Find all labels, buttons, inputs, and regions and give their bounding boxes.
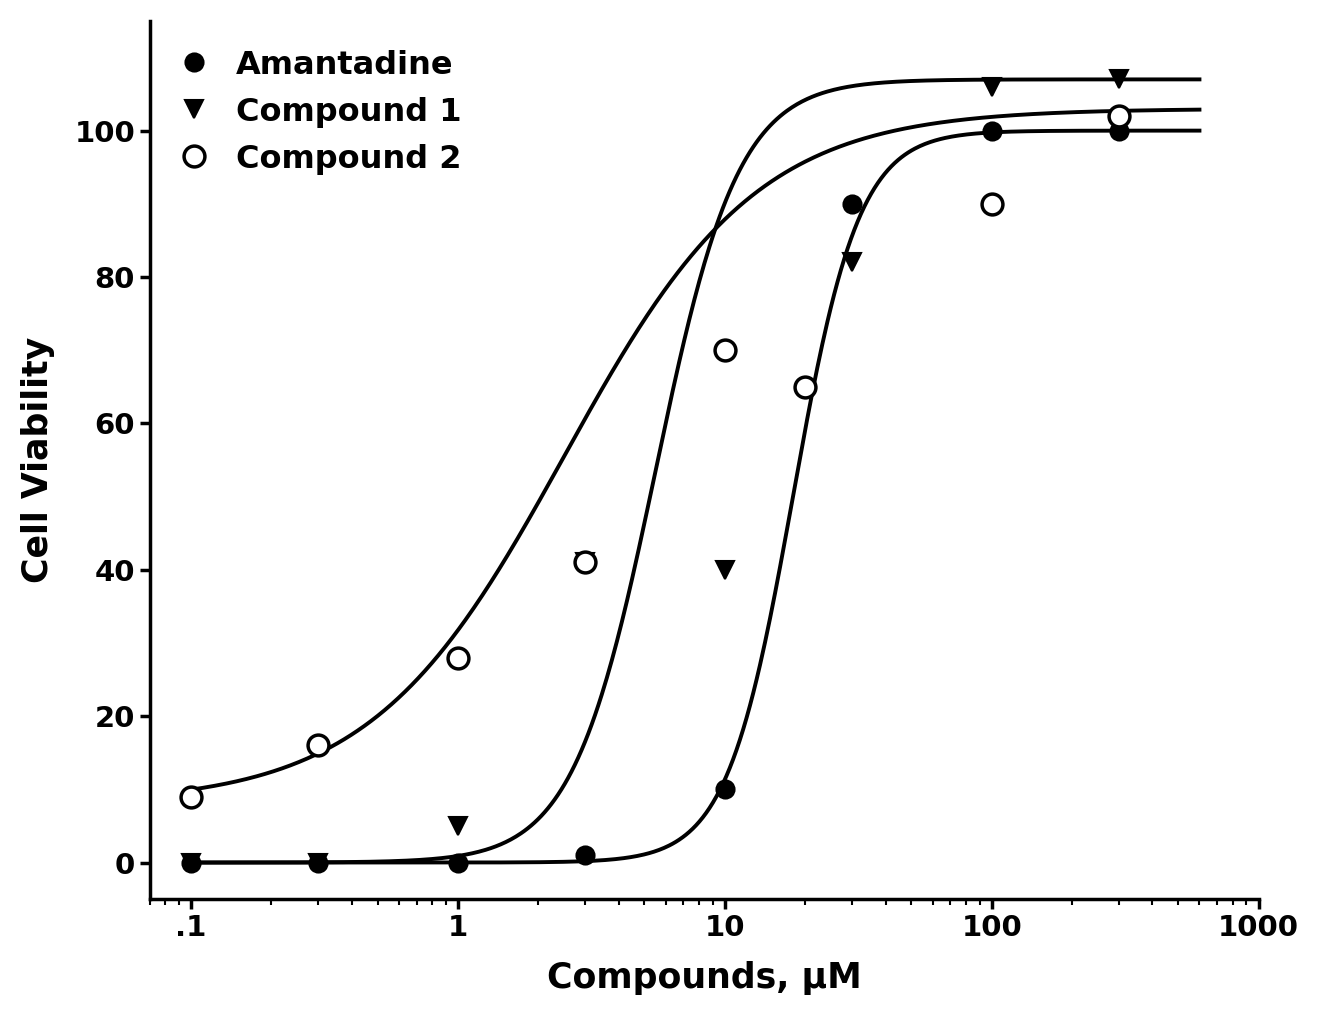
Line: Amantadine: Amantadine [182,122,1129,872]
Compound 1 [577,557,593,569]
Amantadine [1111,125,1127,137]
Compound 1 [717,564,733,576]
Line: Compound 2: Compound 2 [181,106,1130,807]
Amantadine [717,783,733,796]
Compound 2 [183,790,199,803]
Amantadine [983,125,999,137]
Amantadine [845,198,861,210]
Compound 2 [1111,110,1127,122]
Compound 2 [983,198,999,210]
Compound 2 [797,381,813,393]
Compound 2 [577,557,593,569]
Compound 1 [450,820,466,832]
Compound 2 [717,344,733,357]
Compound 1 [1111,73,1127,85]
Compound 1 [983,80,999,92]
Amantadine [450,856,466,869]
Compound 1 [310,856,326,869]
Y-axis label: Cell Viability: Cell Viability [21,337,55,583]
Amantadine [577,849,593,862]
Compound 2 [450,651,466,663]
Legend: Amantadine, Compound 1, Compound 2: Amantadine, Compound 1, Compound 2 [165,37,474,187]
Amantadine [183,856,199,869]
Compound 2 [310,740,326,752]
X-axis label: Compounds, μM: Compounds, μM [546,961,862,995]
Compound 1 [183,856,199,869]
Line: Compound 1: Compound 1 [182,70,1129,872]
Amantadine [310,856,326,869]
Compound 1 [845,256,861,268]
